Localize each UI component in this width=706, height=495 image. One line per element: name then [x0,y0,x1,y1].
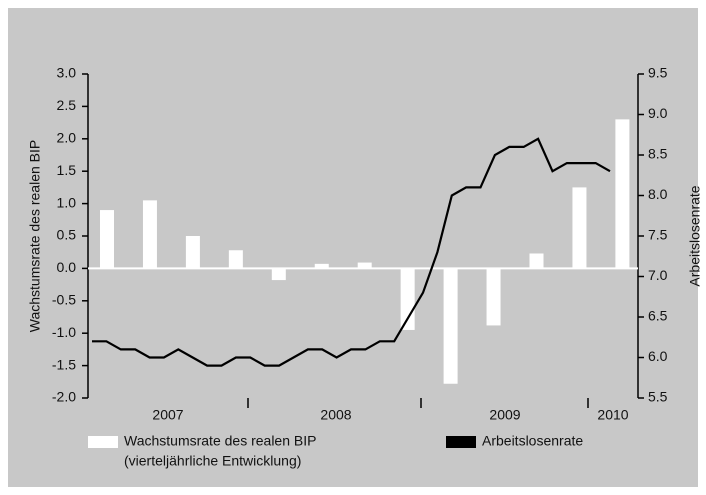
y-tick-label: -1.0 [52,324,76,340]
x-tick-label: 2008 [320,407,351,423]
y2-tick-label: 8.5 [648,146,668,162]
x-tick-label: 2009 [489,407,520,423]
y-tick-label: 2.0 [57,130,77,146]
y-tick-label: -2.0 [52,389,76,405]
y2-tick-label: 5.5 [648,389,668,405]
bar [572,187,587,269]
y-tick-label: 2.5 [57,97,77,113]
y2-axis-label: Arbeitslosenrate [687,185,703,286]
y2-tick-label: 6.5 [648,308,668,324]
bar [228,250,243,269]
y-tick-label: 0.5 [57,227,77,243]
y-tick-label: -1.5 [52,356,76,372]
bar [100,210,114,269]
legend-label: Wachstumsrate des realen BIP [124,433,316,449]
y-tick-label: 1.0 [57,194,77,210]
y-tick-label: 0.0 [57,259,77,275]
y-tick-label: 1.5 [57,162,77,178]
legend-label: Arbeitslosenrate [482,433,583,449]
bar [142,200,157,269]
legend-swatch [88,436,118,448]
y-tick-label: 3.0 [57,65,77,81]
bar [271,268,286,281]
line [92,137,611,367]
y2-tick-label: 8.0 [648,186,668,202]
y-axis-label: Wachstumsrate des realen BIP [27,140,43,332]
x-tick-label: 2007 [152,407,183,423]
y2-tick-label: 9.5 [648,65,668,81]
y-tick-label: -0.5 [52,292,76,308]
y2-tick-label: 7.5 [648,227,668,243]
bar [357,262,372,269]
bar [529,253,544,269]
bar [443,268,458,384]
bar [185,236,200,269]
bar [314,263,329,269]
legend-swatch [446,436,476,448]
bar [615,119,630,269]
legend-sublabel: (vierteljährliche Entwicklung) [124,453,301,469]
x-tick-label: 2010 [597,407,628,423]
y2-tick-label: 6.0 [648,348,668,364]
y2-tick-label: 7.0 [648,267,668,283]
bar [486,268,501,326]
y2-tick-label: 9.0 [648,105,668,121]
